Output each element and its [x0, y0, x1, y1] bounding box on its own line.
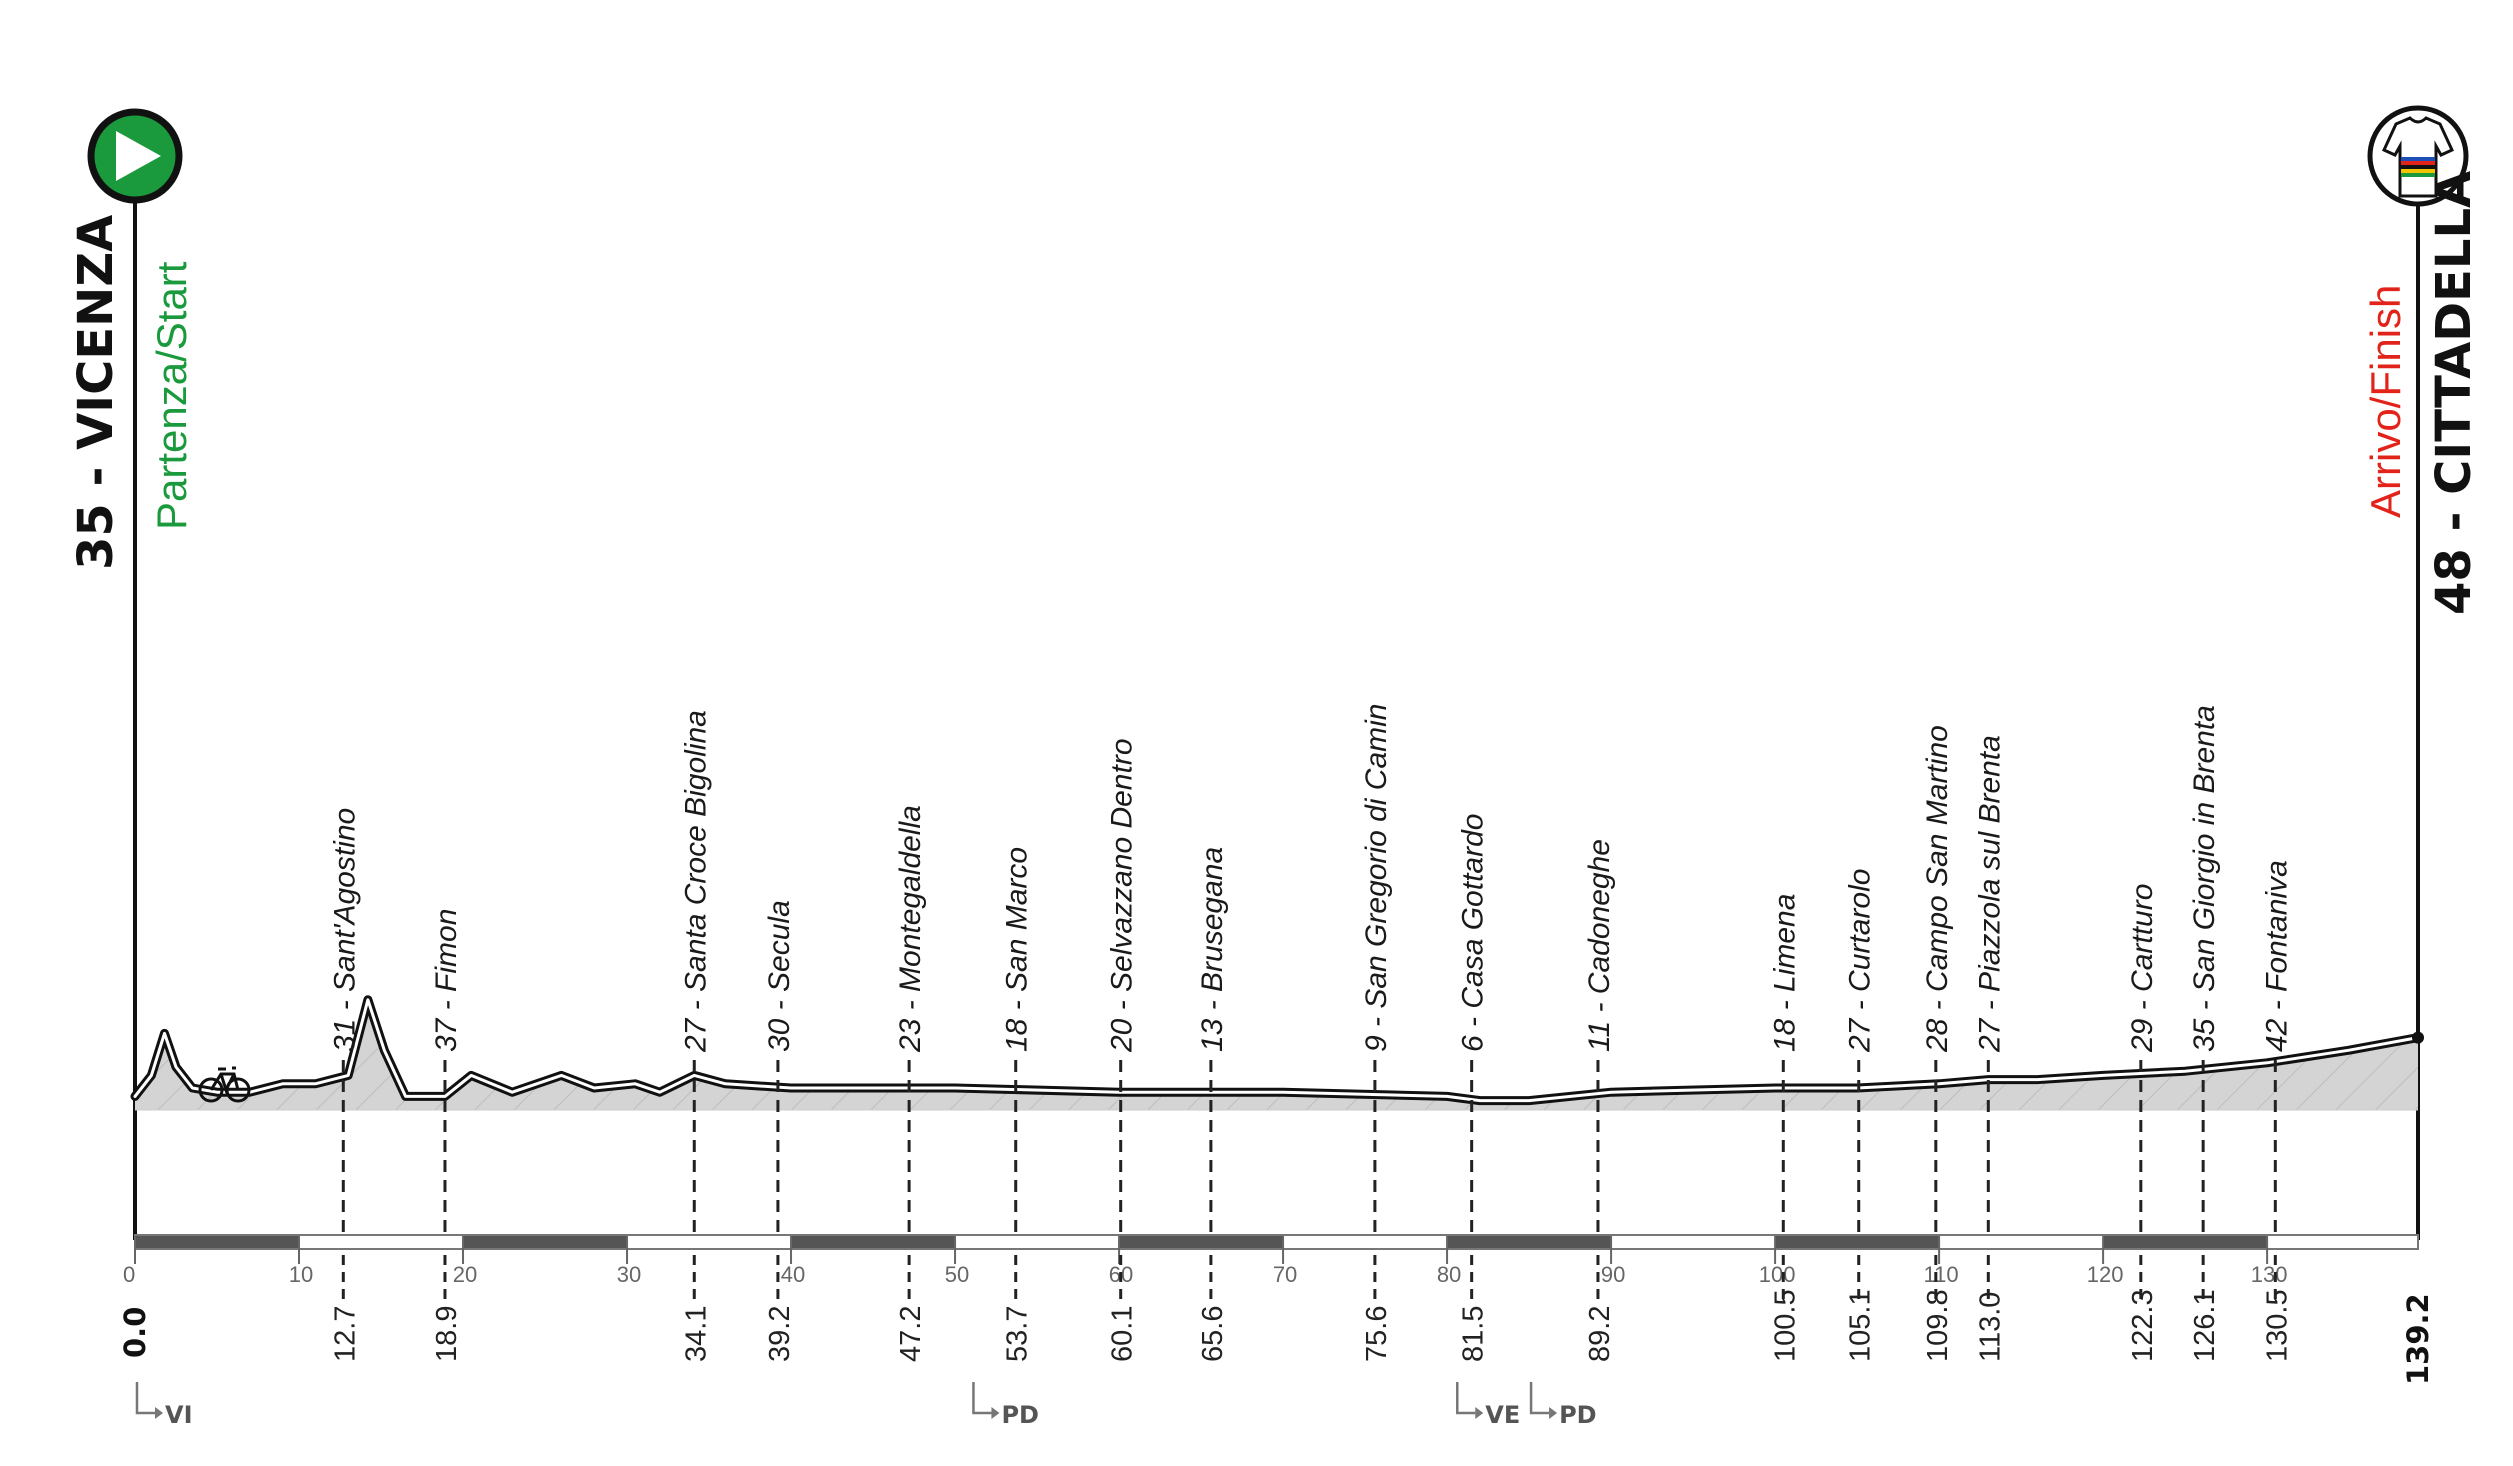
waypoint-km-label: 122.3 [2127, 1289, 2159, 1362]
province-label: PD [1559, 1401, 1597, 1429]
waypoint-name-label: 35 - San Giorgio in Brenta [2188, 705, 2221, 1052]
x-tick-label: 130 [2251, 1262, 2288, 1287]
axis-segment-dark [463, 1236, 628, 1248]
finish-km-label: 139.2 [2401, 1293, 2435, 1385]
axis-segment-dark [1447, 1236, 1612, 1248]
waypoint-km-label: 34.1 [680, 1306, 712, 1362]
province-arrow-icon [135, 1382, 155, 1415]
waypoint-name-label: 42 - Fontaniva [2260, 860, 2293, 1052]
province-arrow-head [155, 1407, 163, 1419]
start-label: Partenza/Start [148, 261, 195, 530]
profile-line-inner [133, 998, 2420, 1103]
waypoint-name-label: 13 - Brusegana [1196, 847, 1229, 1052]
axis-segment-dark [2103, 1236, 2268, 1248]
waypoint-km-label: 81.5 [1458, 1306, 1490, 1362]
province-arrow-icon [1456, 1382, 1476, 1415]
province-arrow-head [1549, 1407, 1558, 1419]
waypoint-km-label: 126.1 [2189, 1289, 2221, 1362]
x-tick-label: 20 [453, 1262, 477, 1287]
province-label: PD [1001, 1401, 1039, 1429]
x-tick-label: 100 [1759, 1262, 1796, 1287]
waypoint-km-label: 89.2 [1584, 1306, 1616, 1362]
bicycle-icon [198, 1066, 251, 1103]
province-label: VI [165, 1401, 193, 1429]
start-flag-icon [87, 108, 183, 204]
x-tick-label: 10 [289, 1262, 313, 1287]
x-tick-label: 70 [1273, 1262, 1297, 1287]
x-tick-label: 90 [1601, 1262, 1625, 1287]
waypoint-km-label: 12.7 [329, 1306, 361, 1362]
x-tick-label: 110 [1924, 1262, 1959, 1287]
axis-segment-dark [791, 1236, 956, 1248]
province-arrow-head [991, 1407, 1000, 1419]
waypoint-km-label: 105.1 [1845, 1289, 1877, 1362]
waypoint-name-label: 27 - Santa Croce Bigolina [679, 710, 712, 1053]
waypoint-km-label: 75.6 [1361, 1306, 1393, 1362]
waypoint-name-label: 31 - Sant'Agostino [328, 808, 361, 1052]
waypoint-km-label: 39.2 [764, 1306, 796, 1362]
waypoint-km-label: 18.9 [431, 1306, 463, 1362]
waypoint-name-label: 30 - Secula [763, 900, 796, 1052]
axis-segment-dark [1775, 1236, 1940, 1248]
waypoint-name-label: 27 - Piazzola sul Brenta [1973, 735, 2006, 1053]
waypoint-name-label: 18 - Limena [1768, 894, 1801, 1052]
finish-label: Arrivo/Finish [2362, 285, 2409, 518]
finish-jersey-icon [2367, 105, 2469, 207]
waypoint-name-label: 11 - Cadoneghe [1583, 839, 1616, 1052]
axis-segment-dark [135, 1236, 300, 1248]
x-tick-label: 30 [617, 1262, 641, 1287]
x-tick-label: 80 [1437, 1262, 1461, 1287]
waypoint-name-label: 18 - San Marco [1001, 847, 1034, 1052]
waypoint-km-label: 65.6 [1197, 1306, 1229, 1362]
waypoint-km-label: 130.5 [2261, 1289, 2293, 1362]
waypoint-name-label: 37 - Fimon [430, 909, 463, 1052]
waypoint-name-label: 28 - Campo San Martino [1921, 725, 1954, 1053]
finish-city-label: 48 - CITTADELLA [2426, 171, 2482, 615]
province-label: VE [1485, 1401, 1520, 1429]
waypoint-name-label: 20 - Selvazzano Dentro [1106, 738, 1139, 1053]
x-tick-label: 50 [945, 1262, 969, 1287]
waypoint-name-label: 27 - Curtarolo [1844, 869, 1877, 1053]
waypoint-km-label: 109.8 [1922, 1289, 1954, 1362]
waypoint-name-label: 6 - Casa Gottardo [1457, 814, 1490, 1052]
waypoint-km-label: 47.2 [895, 1306, 927, 1362]
waypoint-km-label: 113.0 [1974, 1292, 2006, 1362]
finish-dot [2412, 1031, 2424, 1044]
province-arrow-icon [1529, 1382, 1550, 1415]
waypoint-km-label: 53.7 [1002, 1306, 1034, 1362]
x-tick-label: 120 [2087, 1262, 2124, 1287]
province-arrow-icon [972, 1382, 992, 1415]
waypoint-km-label: 100.5 [1769, 1289, 1801, 1362]
x-tick-label: 40 [781, 1262, 805, 1287]
start-city-label: 35 - VICENZA [68, 215, 124, 570]
province-arrow-head [1475, 1407, 1484, 1419]
waypoint-name-label: 9 - San Gregorio di Camin [1360, 704, 1393, 1053]
x-tick-label: 0 [123, 1262, 135, 1287]
waypoint-name-label: 23 - Montegaldella [894, 805, 927, 1053]
axis-segment-dark [1119, 1236, 1284, 1248]
start-km-label: 0.0 [118, 1307, 152, 1358]
waypoint-km-label: 60.1 [1107, 1306, 1139, 1362]
waypoint-name-label: 29 - Cartturo [2126, 884, 2159, 1053]
